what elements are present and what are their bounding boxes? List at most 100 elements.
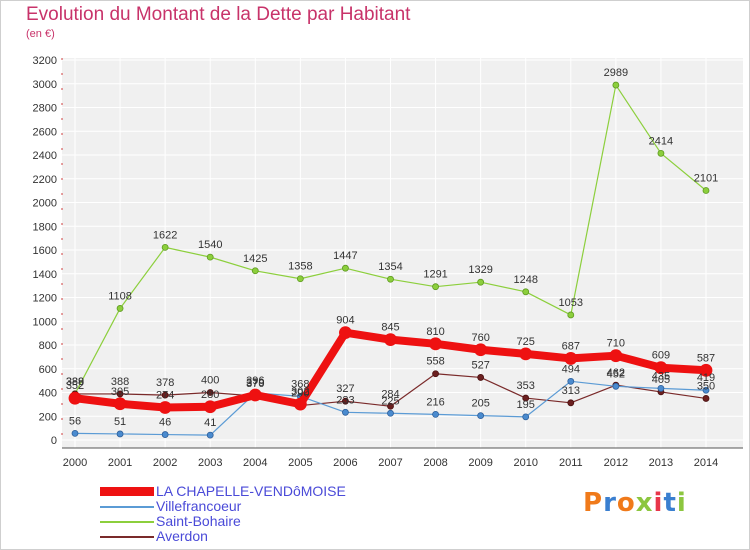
legend-swatch (100, 506, 154, 508)
x-tick-label: 2003 (198, 457, 222, 469)
data-label: 1540 (198, 239, 222, 251)
x-tick-label: 2004 (243, 457, 267, 469)
x-tick-label: 2000 (63, 457, 87, 469)
data-point (296, 275, 304, 283)
data-label: 1622 (153, 229, 177, 241)
chart-subtitle: (en €) (26, 28, 55, 40)
logo-letter: r (603, 488, 617, 518)
data-label: 284 (381, 388, 399, 400)
series-1 (71, 377, 710, 439)
data-point (339, 326, 352, 340)
data-point (567, 311, 575, 319)
data-label: 2101 (694, 173, 718, 185)
data-label: 810 (426, 326, 444, 338)
data-label: 845 (381, 322, 399, 334)
data-label: 378 (156, 377, 174, 389)
data-label: 435 (652, 370, 670, 382)
data-label: 1425 (243, 253, 267, 265)
data-point (387, 402, 394, 410)
logo-letter: o (616, 488, 636, 518)
data-label: 904 (336, 315, 354, 327)
y-tick-label: 400 (39, 388, 57, 400)
data-point (657, 384, 665, 392)
data-label: 462 (607, 367, 625, 379)
data-point (293, 397, 307, 411)
data-point (387, 409, 394, 417)
data-label: 379 (246, 377, 264, 389)
chart-title: Evolution du Montant de la Dette par Hab… (26, 4, 411, 25)
data-label: 290 (291, 388, 309, 400)
series-2 (71, 81, 710, 398)
y-tick-label: 2000 (33, 198, 57, 210)
logo-letter: i (653, 488, 664, 518)
data-point (116, 390, 124, 398)
data-label: 1053 (559, 297, 583, 309)
data-point (429, 337, 442, 351)
data-point (206, 431, 214, 439)
y-tick-label: 1800 (33, 221, 57, 233)
y-tick-label: 2600 (33, 126, 57, 138)
x-tick-label: 2007 (378, 457, 402, 469)
data-label: 1291 (423, 269, 447, 281)
y-tick-label: 2400 (33, 150, 57, 162)
y-tick-label: 0 (51, 435, 57, 447)
data-label: 587 (697, 352, 715, 364)
legend-label: Saint-Bohaire (156, 513, 241, 529)
data-label: 327 (336, 383, 354, 395)
x-tick-label: 2014 (694, 457, 718, 469)
data-point (477, 412, 485, 420)
data-point (474, 343, 488, 357)
y-tick-label: 800 (39, 340, 57, 352)
data-label: 1447 (333, 250, 357, 262)
y-tick-label: 2800 (33, 103, 57, 115)
data-point (161, 243, 169, 251)
data-label: 388 (111, 376, 129, 388)
data-point (116, 305, 124, 312)
y-tick-label: 3200 (33, 55, 57, 67)
data-label: 396 (246, 375, 264, 387)
x-tick-label: 2011 (559, 457, 583, 469)
x-tick-label: 2008 (423, 457, 447, 469)
y-tick-label: 1400 (33, 269, 57, 281)
legend-label: Villefrancoeur (156, 498, 242, 514)
data-label: 419 (697, 372, 715, 384)
legend-swatch (100, 521, 154, 523)
legend-label: Averdon (156, 528, 208, 544)
data-label: 452 (607, 368, 625, 380)
x-tick-label: 2009 (468, 457, 492, 469)
legend-item-averdon: Averdon (100, 528, 420, 544)
data-point (384, 333, 397, 347)
logo-letter: t (663, 488, 677, 518)
data-label: 225 (381, 395, 399, 407)
y-tick-label: 3000 (33, 79, 57, 91)
data-point (702, 395, 710, 402)
logo-letter: P (583, 488, 604, 518)
data-point (657, 149, 665, 157)
x-tick-label: 2002 (153, 457, 177, 469)
data-point (699, 363, 713, 377)
data-point (158, 401, 172, 414)
data-point (654, 361, 668, 375)
data-point (116, 430, 124, 438)
data-point (522, 394, 530, 402)
logo-letter: x (635, 488, 654, 518)
data-label: 558 (426, 356, 444, 368)
data-label: 1329 (468, 264, 492, 276)
data-label: 2414 (649, 135, 673, 147)
data-label: 368 (291, 378, 309, 390)
data-point (432, 370, 439, 378)
data-label: 725 (517, 336, 535, 348)
data-point (342, 397, 349, 405)
data-point (612, 382, 620, 390)
data-label: 1354 (378, 261, 402, 273)
data-label: 710 (607, 338, 625, 350)
data-point (522, 413, 530, 421)
data-point (71, 429, 79, 437)
data-label: 41 (204, 417, 216, 429)
data-point (609, 349, 623, 363)
data-label: 56 (69, 415, 81, 427)
data-label: 2989 (604, 67, 628, 79)
y-tick-label: 1000 (33, 316, 57, 328)
data-label: 609 (652, 350, 670, 362)
